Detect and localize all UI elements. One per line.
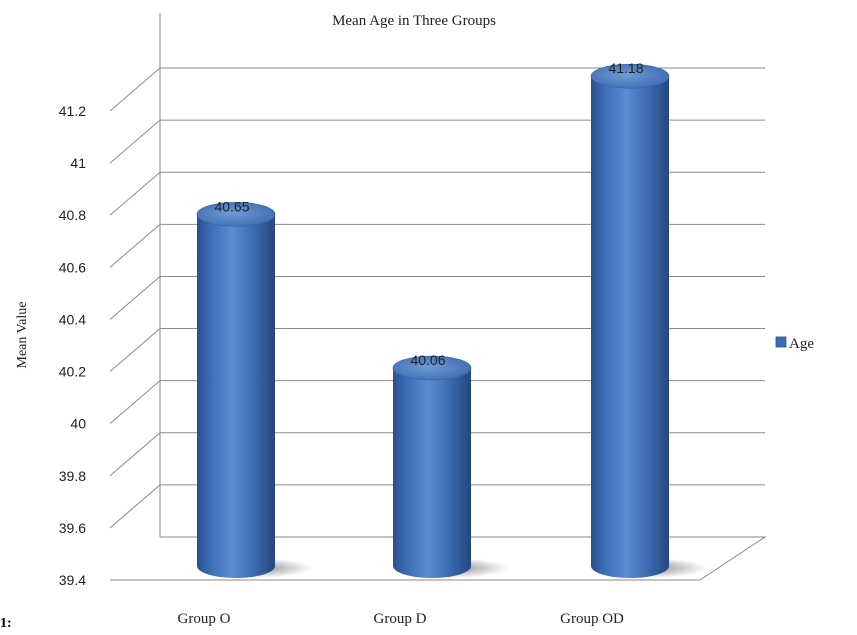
bar-cap (590, 63, 670, 89)
category-label: Group O (178, 611, 231, 627)
chart-title: Mean Age in Three Groups (332, 13, 496, 29)
bar-group-d (393, 368, 471, 578)
y-tick-label: 40.4 (59, 311, 86, 327)
bar-group-o (197, 214, 275, 579)
data-label: 40.06 (410, 352, 445, 368)
data-labels: 40.65 40.06 41.18 (214, 60, 643, 368)
y-axis-label: Mean Value (15, 302, 30, 369)
bar-cap (392, 355, 472, 381)
gridline-diagonal (109, 223, 161, 268)
stray-label: 1: (0, 616, 12, 631)
y-tick-label: 41 (70, 155, 86, 171)
gridline-diagonal (109, 484, 161, 529)
y-tick-label: 40.2 (59, 364, 86, 380)
category-labels: Group O Group D Group OD (178, 611, 624, 627)
y-tick-labels: 39.4 39.6 39.8 40 40.2 40.4 40.6 40.8 41 41.2 (59, 103, 86, 588)
legend-swatch (775, 336, 787, 348)
y-tick-label: 39.4 (59, 572, 86, 588)
gridline-diagonal (109, 276, 161, 320)
gridline-diagonal (109, 67, 161, 112)
legend: Age (775, 336, 814, 352)
y-tick-label: 39.6 (59, 520, 86, 536)
category-label: Group OD (560, 611, 624, 627)
y-tick-label: 40.8 (59, 207, 86, 223)
y-tick-label: 41.2 (59, 103, 86, 119)
y-tick-label: 39.8 (59, 468, 86, 484)
gridline-diagonal (109, 328, 161, 372)
data-label: 40.65 (214, 198, 249, 214)
bar-cap (196, 202, 276, 227)
legend-label: Age (789, 336, 814, 352)
gridline-diagonal (109, 380, 161, 425)
gridline-diagonal (109, 119, 161, 164)
category-label: Group D (374, 611, 427, 627)
bar-series (196, 63, 707, 579)
bar-group-od (591, 76, 669, 578)
gridline-diagonal (109, 432, 161, 477)
y-tick-label: 40 (70, 416, 86, 432)
y-tick-label: 40.6 (59, 259, 86, 275)
gridline-diagonal (109, 171, 161, 216)
data-label: 41.18 (608, 60, 643, 76)
